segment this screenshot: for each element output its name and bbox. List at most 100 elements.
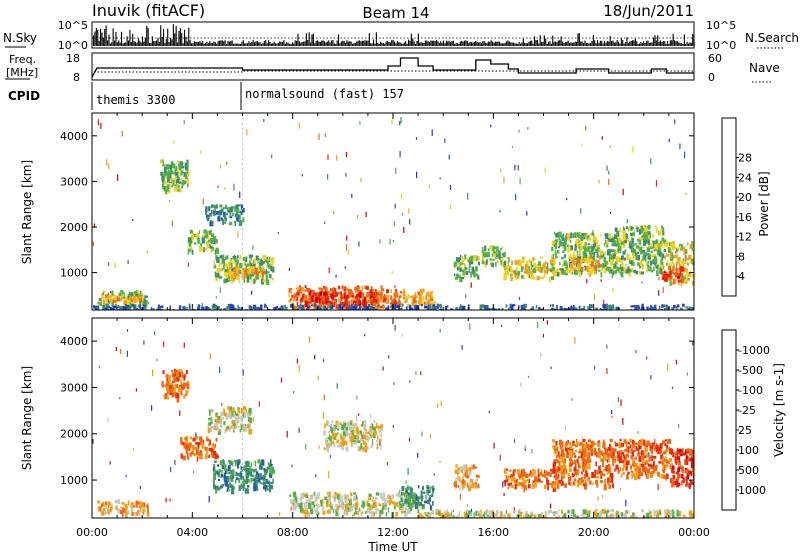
data-cell [406, 500, 408, 503]
data-speck [183, 342, 185, 348]
data-cell [192, 437, 196, 442]
data-cell [201, 307, 205, 310]
data-cell [219, 276, 223, 279]
data-cell [650, 254, 653, 258]
data-cell [555, 480, 559, 485]
data-cell [594, 248, 598, 254]
data-speck [665, 456, 667, 459]
data-cell [164, 186, 167, 192]
data-cell [379, 433, 383, 438]
data-cell [114, 499, 118, 504]
data-cell [526, 479, 530, 482]
data-cell [574, 255, 577, 258]
data-cell [678, 257, 681, 263]
data-cell [600, 451, 603, 456]
data-cell [249, 422, 251, 429]
data-cell [552, 439, 555, 443]
data-cell [222, 264, 225, 270]
data-cell [575, 463, 577, 468]
data-cell [652, 233, 654, 238]
data-cell [573, 473, 575, 477]
data-speck [400, 193, 402, 200]
data-cell [463, 257, 465, 261]
data-cell [233, 206, 236, 212]
data-cell [605, 267, 608, 272]
data-cell [595, 476, 599, 479]
data-cell [256, 487, 259, 491]
data-speck [219, 164, 222, 169]
data-cell [379, 510, 383, 514]
data-speck [201, 302, 203, 308]
data-cell [610, 259, 613, 266]
data-cell [160, 171, 163, 176]
data-cell [339, 433, 342, 440]
data-speck [646, 356, 648, 360]
data-cell [248, 478, 250, 483]
data-cell [604, 263, 607, 267]
data-cell [172, 179, 175, 186]
data-cell [372, 302, 376, 307]
data-cell [570, 258, 573, 262]
data-cell [444, 510, 447, 515]
data-cell [458, 274, 461, 279]
data-cell [270, 265, 273, 272]
data-cell [475, 266, 478, 272]
data-cell [635, 456, 637, 461]
data-cell [556, 454, 559, 458]
data-speck [685, 255, 687, 262]
data-cell [368, 304, 371, 308]
data-cell [677, 468, 681, 472]
data-cell [574, 482, 576, 485]
data-cell [213, 467, 215, 472]
data-cell [218, 274, 221, 280]
data-cell [227, 261, 232, 266]
data-cell [516, 469, 520, 475]
data-speck [405, 480, 407, 484]
data-cell [358, 292, 362, 296]
data-cell [119, 509, 122, 515]
data-cell [585, 472, 589, 477]
data-cell [491, 513, 494, 516]
data-cell [214, 418, 217, 423]
data-cell [540, 516, 544, 518]
data-cell [338, 443, 341, 447]
data-cell [470, 271, 472, 278]
data-cell [672, 448, 674, 454]
data-cell [412, 503, 415, 508]
data-cell [244, 269, 247, 276]
data-speck [389, 238, 391, 245]
data-speck [662, 287, 664, 294]
data-cell [147, 507, 149, 513]
data-cell [358, 305, 362, 310]
data-cell [623, 269, 626, 274]
data-cell [376, 443, 379, 449]
data-cell [559, 239, 561, 245]
data-speck [400, 117, 402, 124]
data-cell [353, 435, 357, 439]
data-cell [213, 484, 216, 489]
data-cell [630, 240, 634, 245]
data-cell [253, 304, 257, 309]
data-cell [648, 307, 652, 310]
data-cell [350, 492, 353, 497]
data-cell [635, 463, 639, 469]
data-speck [416, 171, 418, 179]
data-cell [655, 516, 658, 518]
beam-title: Beam 14 [362, 4, 429, 22]
data-cell [619, 259, 621, 263]
data-speck [550, 366, 552, 370]
data-cell [651, 448, 654, 454]
data-cell [108, 305, 111, 308]
data-speck [657, 483, 659, 491]
data-cell [137, 502, 141, 505]
nsearch-tick-bottom: 10^0 [706, 39, 736, 52]
data-cell [334, 291, 338, 295]
data-cell [673, 304, 676, 309]
data-cell [221, 260, 224, 263]
data-cell [603, 256, 606, 263]
data-cell [567, 447, 571, 451]
data-cell [354, 303, 357, 308]
data-cell [239, 263, 243, 268]
data-cell [690, 516, 693, 518]
data-cell [646, 247, 650, 252]
